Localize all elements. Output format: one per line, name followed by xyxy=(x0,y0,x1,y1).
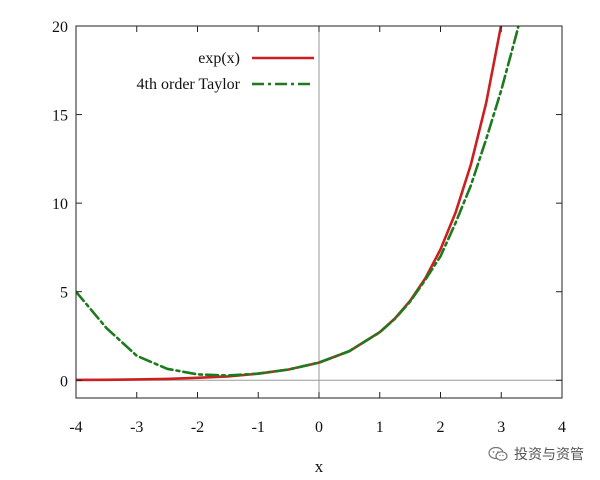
y-tick-label: 15 xyxy=(52,108,68,125)
y-tick-label: 10 xyxy=(52,196,68,213)
watermark: 投资与资管 xyxy=(488,444,584,464)
x-tick-label: 2 xyxy=(437,419,445,436)
x-tick-label: 1 xyxy=(376,419,384,436)
y-tick-label: 5 xyxy=(60,285,68,302)
y-tick-label: 20 xyxy=(52,19,68,36)
y-tick-label: 0 xyxy=(60,373,68,390)
x-tick-label: 3 xyxy=(497,419,505,436)
x-axis-label: x xyxy=(315,457,324,476)
x-tick-label: -1 xyxy=(252,419,265,436)
x-tick-label: -3 xyxy=(130,419,143,436)
x-tick-label: 0 xyxy=(315,419,323,436)
x-tick-label: 4 xyxy=(558,419,566,436)
x-tick-label: -4 xyxy=(69,419,82,436)
x-tick-label: -2 xyxy=(191,419,204,436)
axis-ticks xyxy=(75,25,563,398)
series-line-taylor xyxy=(76,26,520,377)
legend: exp(x) 4th order Taylor xyxy=(137,50,314,93)
wechat-icon xyxy=(488,446,508,461)
watermark-text: 投资与资管 xyxy=(514,447,584,463)
legend-entry-label: 4th order Taylor xyxy=(137,76,241,93)
series-layer xyxy=(76,26,520,382)
legend-entry-label: exp(x) xyxy=(198,50,240,67)
axis-tick-labels: -4 -3 -2 -1 0 1 2 3 4 0 5 10 15 20 xyxy=(52,19,566,436)
